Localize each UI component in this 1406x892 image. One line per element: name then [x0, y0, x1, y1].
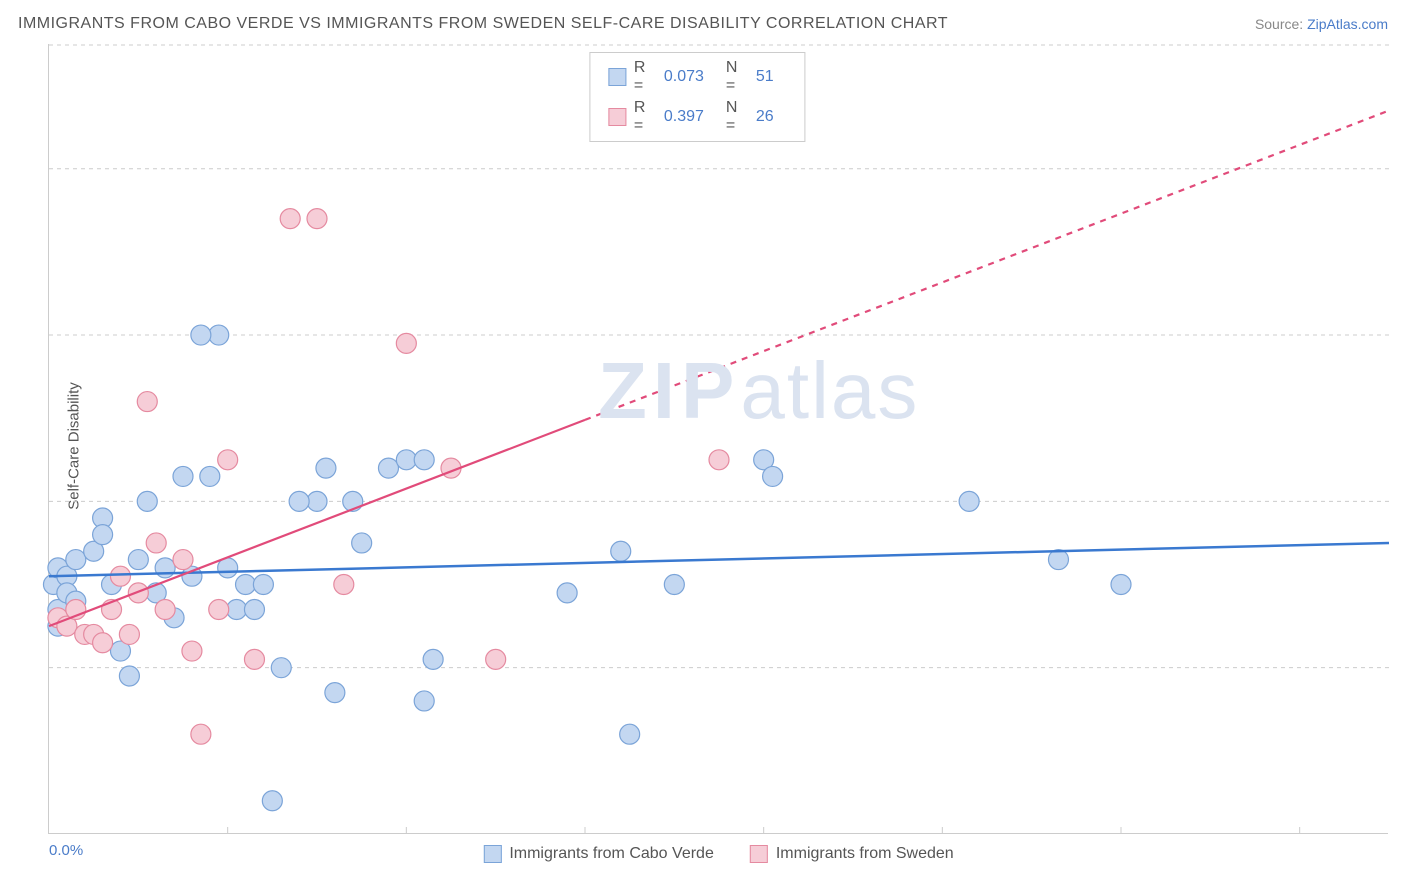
bottom-legend: Immigrants from Cabo Verde Immigrants fr… — [483, 845, 953, 863]
scatter-point — [352, 533, 372, 553]
legend-label-0: Immigrants from Cabo Verde — [509, 845, 714, 863]
scatter-point — [325, 683, 345, 703]
scatter-point — [763, 466, 783, 486]
scatter-point — [959, 491, 979, 511]
scatter-point — [119, 666, 139, 686]
scatter-point — [66, 550, 86, 570]
scatter-point — [244, 649, 264, 669]
scatter-point — [307, 491, 327, 511]
stat-n-label-0: N = — [726, 59, 748, 95]
stat-n-value-0: 51 — [756, 68, 786, 86]
scatter-point — [191, 724, 211, 744]
scatter-point — [209, 325, 229, 345]
legend-label-1: Immigrants from Sweden — [776, 845, 954, 863]
scatter-point — [137, 491, 157, 511]
scatter-point — [128, 550, 148, 570]
scatter-point — [423, 649, 443, 669]
scatter-point — [93, 633, 113, 653]
legend-item-1: Immigrants from Sweden — [750, 845, 954, 863]
scatter-point — [1048, 550, 1068, 570]
stat-n-value-1: 26 — [756, 108, 786, 126]
x-tick-min: 0.0% — [49, 842, 83, 859]
scatter-point — [664, 575, 684, 595]
stat-r-label-1: R = — [634, 99, 656, 135]
scatter-point — [119, 624, 139, 644]
scatter-point — [182, 641, 202, 661]
trend-line-solid — [49, 420, 585, 626]
stat-swatch-0 — [608, 68, 626, 86]
scatter-point — [289, 491, 309, 511]
scatter-point — [155, 599, 175, 619]
scatter-point — [307, 209, 327, 229]
scatter-point — [709, 450, 729, 470]
chart-title: IMMIGRANTS FROM CABO VERDE VS IMMIGRANTS… — [18, 15, 948, 33]
stat-swatch-1 — [608, 108, 626, 126]
scatter-point — [244, 599, 264, 619]
scatter-point — [271, 658, 291, 678]
scatter-point — [191, 325, 211, 345]
scatter-point — [93, 525, 113, 545]
scatter-point — [414, 691, 434, 711]
scatter-point — [316, 458, 336, 478]
scatter-point — [396, 450, 416, 470]
scatter-point — [200, 466, 220, 486]
scatter-point — [280, 209, 300, 229]
scatter-point — [146, 533, 166, 553]
scatter-point — [486, 649, 506, 669]
scatter-point — [262, 791, 282, 811]
scatter-point — [173, 466, 193, 486]
plot-area: R = 0.073 N = 51 R = 0.397 N = 26 ZIPatl… — [48, 44, 1388, 834]
header-bar: IMMIGRANTS FROM CABO VERDE VS IMMIGRANTS… — [0, 0, 1406, 40]
scatter-point — [620, 724, 640, 744]
scatter-point — [155, 558, 175, 578]
trend-line-dashed — [585, 111, 1389, 420]
stat-n-label-1: N = — [726, 99, 748, 135]
scatter-point — [137, 392, 157, 412]
scatter-point — [396, 333, 416, 353]
source-attribution: Source: ZipAtlas.com — [1255, 16, 1388, 32]
chart-svg — [49, 44, 1389, 834]
scatter-point — [414, 450, 434, 470]
scatter-point — [557, 583, 577, 603]
legend-swatch-1 — [750, 845, 768, 863]
scatter-point — [378, 458, 398, 478]
scatter-point — [253, 575, 273, 595]
scatter-point — [334, 575, 354, 595]
scatter-point — [1111, 575, 1131, 595]
scatter-point — [611, 541, 631, 561]
stat-r-value-0: 0.073 — [664, 68, 718, 86]
stat-r-label-0: R = — [634, 59, 656, 95]
stat-legend-box: R = 0.073 N = 51 R = 0.397 N = 26 — [589, 52, 805, 142]
legend-item-0: Immigrants from Cabo Verde — [483, 845, 714, 863]
legend-swatch-0 — [483, 845, 501, 863]
source-link[interactable]: ZipAtlas.com — [1307, 16, 1388, 32]
source-prefix: Source: — [1255, 16, 1307, 32]
scatter-point — [209, 599, 229, 619]
scatter-point — [218, 450, 238, 470]
scatter-point — [110, 566, 130, 586]
scatter-point — [227, 599, 247, 619]
scatter-point — [173, 550, 193, 570]
stat-r-value-1: 0.397 — [664, 108, 718, 126]
scatter-point — [236, 575, 256, 595]
